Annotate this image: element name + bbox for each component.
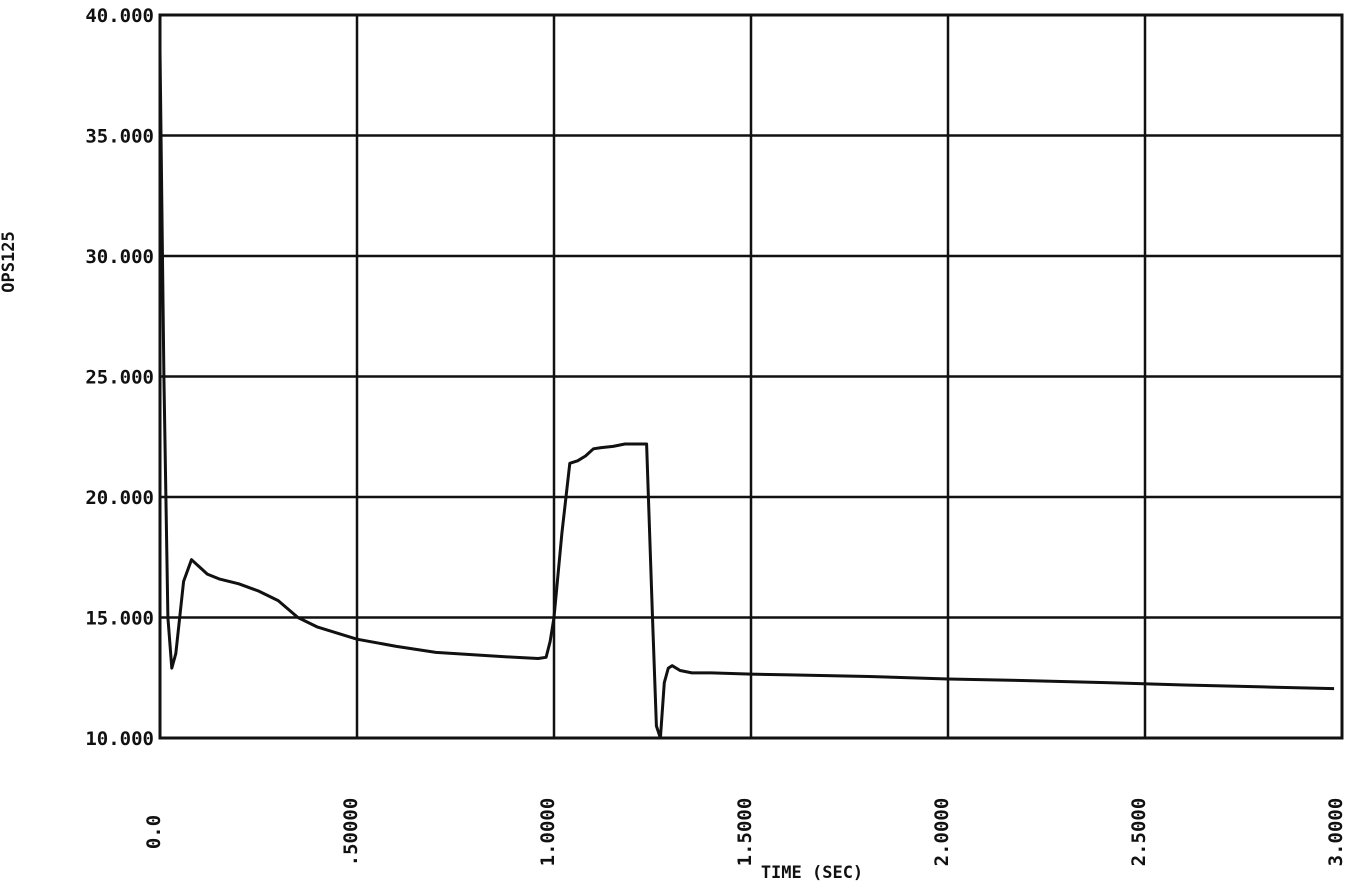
y-tick-label: 20.000 — [85, 487, 154, 509]
x-tick-label: 2.0000 — [931, 798, 953, 867]
x-tick-label: 3.0000 — [1325, 798, 1347, 867]
x-tick-label: .50000 — [340, 798, 362, 867]
y-tick-label: 40.000 — [85, 5, 154, 27]
y-tick-label: 30.000 — [85, 246, 154, 268]
x-tick-label: 0.0 — [143, 815, 165, 849]
y-tick-label: 25.000 — [85, 367, 154, 389]
y-axis-label: OPS125 — [0, 231, 19, 292]
y-tick-label: 35.000 — [85, 126, 154, 148]
series-group — [158, 51, 1335, 740]
series-line-0 — [158, 51, 1335, 740]
x-tick-label: 1.0000 — [537, 798, 559, 867]
x-tick-label: 1.5000 — [734, 798, 756, 867]
y-tick-label: 15.000 — [85, 608, 154, 630]
y-tick-label: 10.000 — [85, 728, 154, 750]
plot-frame — [158, 13, 1344, 740]
x-axis-label: TIME (SEC) — [761, 863, 863, 883]
x-tick-label: 2.5000 — [1128, 798, 1150, 867]
x-tick-labels: 0.0 .50000 1.0000 1.5000 2.0000 2.5000 3.0000 — [143, 798, 1347, 867]
y-tick-labels: 10.000 15.000 20.000 25.000 30.000 35.000 40.0… — [85, 5, 154, 750]
grid — [158, 13, 1344, 740]
